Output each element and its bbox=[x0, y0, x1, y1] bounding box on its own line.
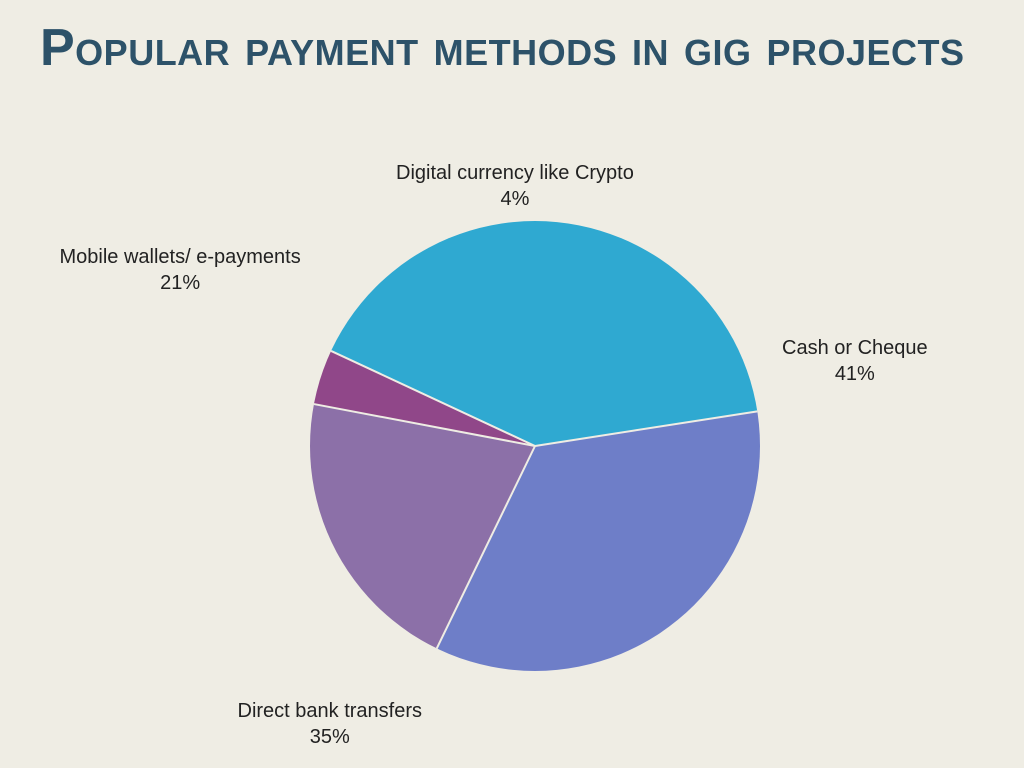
slice-label-name: Digital currency like Crypto bbox=[396, 160, 634, 186]
slice-label: Cash or Cheque41% bbox=[782, 335, 928, 387]
slice-label-percent: 21% bbox=[60, 270, 301, 296]
slice-label-name: Cash or Cheque bbox=[782, 335, 928, 361]
slice-label: Digital currency like Crypto4% bbox=[396, 160, 634, 212]
slice-label: Direct bank transfers35% bbox=[238, 698, 423, 750]
pie-disc bbox=[310, 221, 760, 671]
slice-label-percent: 4% bbox=[396, 186, 634, 212]
pie-chart: Cash or Cheque41% Direct bank transfers35… bbox=[0, 0, 1024, 768]
slice-label-percent: 41% bbox=[782, 361, 928, 387]
slice-label-name: Mobile wallets/ e-payments bbox=[60, 244, 301, 270]
slice-label-name: Direct bank transfers bbox=[238, 698, 423, 724]
slice-label-percent: 35% bbox=[238, 724, 423, 750]
slice-label: Mobile wallets/ e-payments21% bbox=[60, 244, 301, 296]
